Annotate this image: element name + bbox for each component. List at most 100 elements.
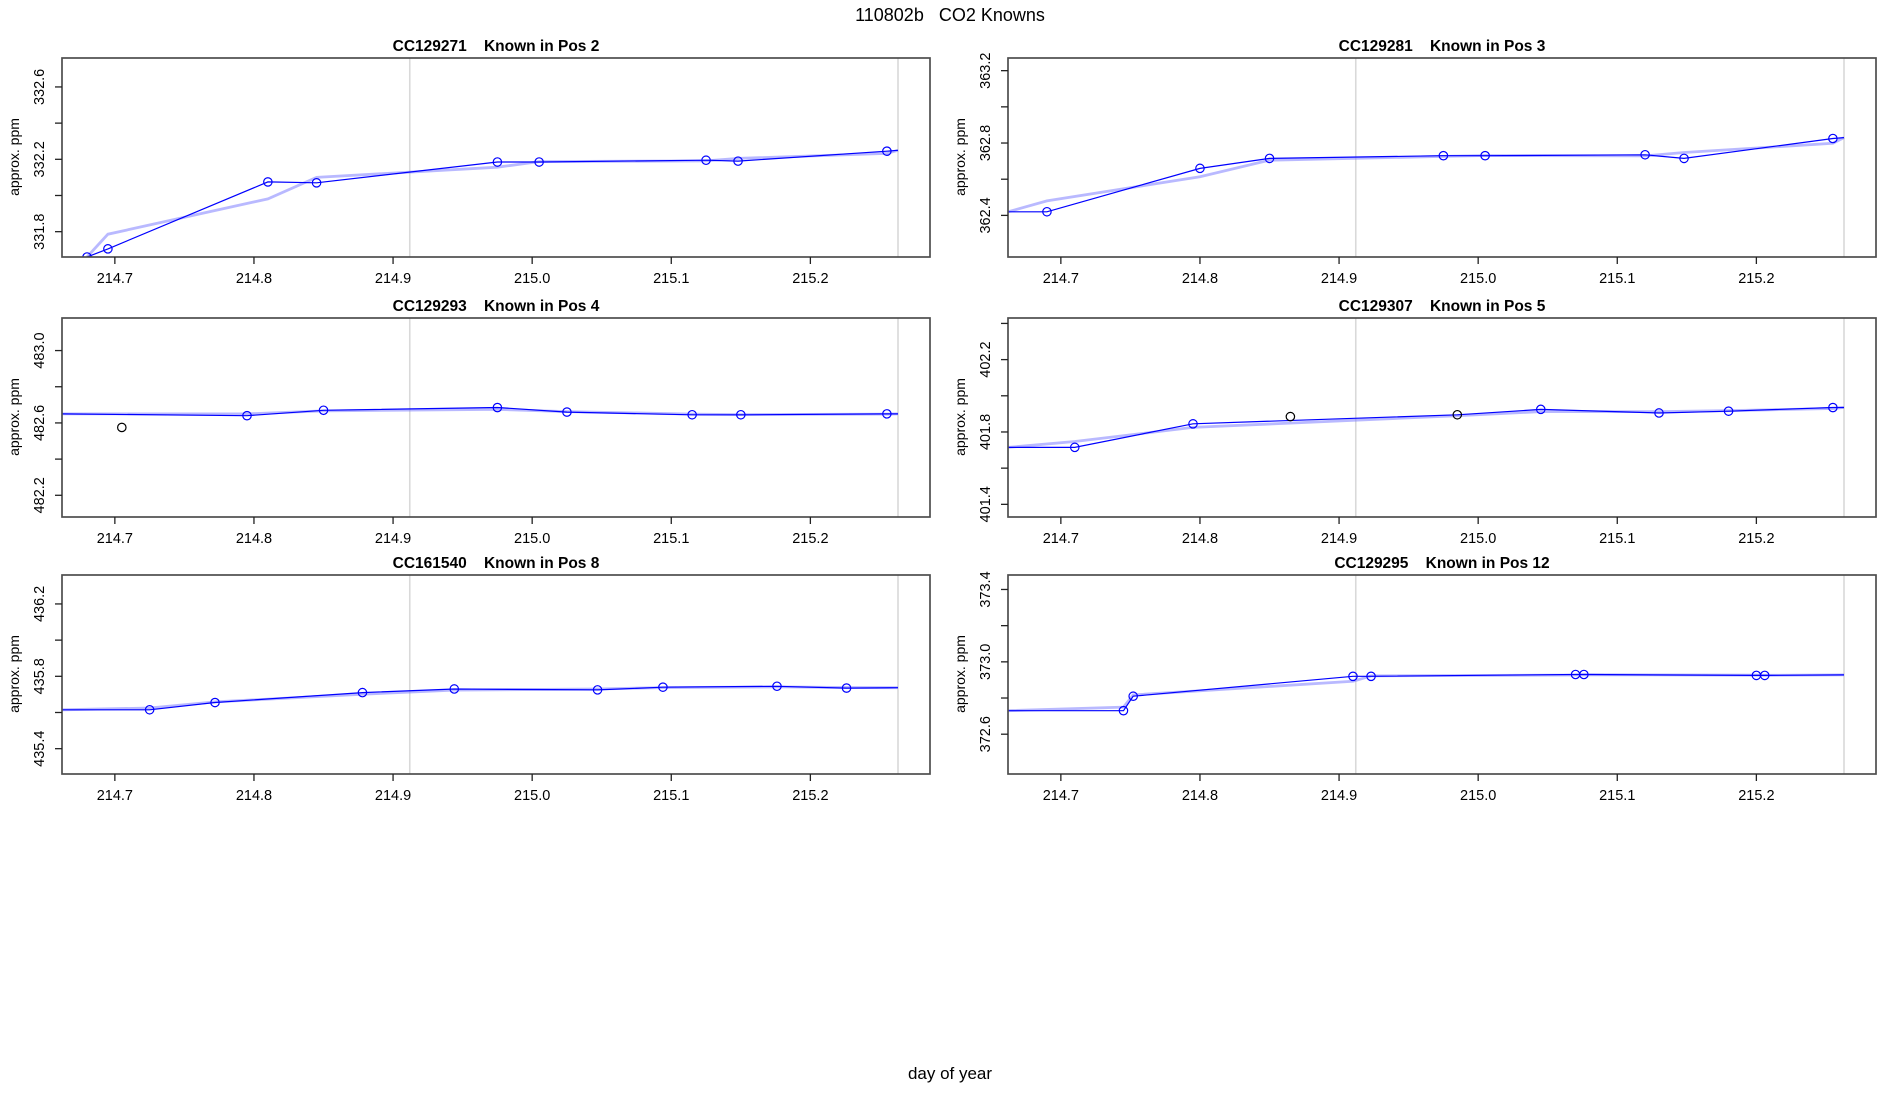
svg-text:214.7: 214.7 <box>97 788 133 804</box>
data-point <box>1042 206 1052 217</box>
x-axis-ticks: 214.7 214.8 214.9 215.0 215.1 215.2 <box>97 517 829 547</box>
gridlines <box>408 575 899 774</box>
gridlines <box>408 58 899 257</box>
data-line <box>62 685 899 711</box>
plot-area-cc129281: 214.7 214.8 214.9 215.0 215.1 215.2 362.4 362.8… <box>978 53 1877 287</box>
svg-text:332.2: 332.2 <box>32 141 48 177</box>
data-point <box>1654 408 1664 418</box>
data-point <box>449 684 460 694</box>
data-point <box>841 683 852 693</box>
svg-text:215.2: 215.2 <box>1738 788 1774 804</box>
panel-cc161540-pos8: CC161540 Known in Pos 8 approx. ppm 214.… <box>0 547 946 809</box>
y-axis-ticks: 401.4 401.8 402.2 <box>978 322 1008 522</box>
smooth-line <box>62 685 899 712</box>
data-layer <box>62 406 899 417</box>
data-point <box>357 687 368 698</box>
panel-title: CC129295 Known in Pos 12 <box>1334 555 1550 572</box>
gridlines <box>1354 575 1845 774</box>
svg-text:214.9: 214.9 <box>1321 531 1357 547</box>
data-point <box>1828 133 1838 144</box>
plot-area-cc129293: 214.7 214.8 214.9 215.0 215.1 215.2 482.2 482.6… <box>32 317 931 547</box>
data-line <box>62 406 898 417</box>
data-point <box>562 407 572 417</box>
svg-text:363.2: 363.2 <box>978 53 994 89</box>
svg-text:214.7: 214.7 <box>1043 788 1079 804</box>
plot-frame <box>61 574 931 775</box>
x-axis-ticks: 214.7 214.8 214.9 215.0 215.1 215.2 <box>1043 774 1775 804</box>
data-point <box>1264 153 1275 164</box>
data-point <box>687 409 697 420</box>
svg-text:215.2: 215.2 <box>792 531 828 547</box>
svg-text:214.8: 214.8 <box>1182 788 1218 804</box>
plot-area-cc129271: 214.7 214.8 214.9 215.0 215.1 215.2 331.8 332.2… <box>32 57 931 287</box>
svg-text:402.2: 402.2 <box>978 341 994 377</box>
data-point <box>658 682 668 692</box>
svg-text:214.7: 214.7 <box>97 271 133 287</box>
gridlines <box>408 318 899 517</box>
data-points <box>144 681 852 715</box>
svg-text:214.9: 214.9 <box>1321 788 1357 804</box>
svg-text:362.8: 362.8 <box>978 125 994 161</box>
data-point <box>263 177 273 187</box>
plot-area-cc161540: 214.7 214.8 214.9 215.0 215.1 215.2 435.4 435.8… <box>32 574 931 804</box>
svg-text:214.9: 214.9 <box>375 271 411 287</box>
data-point <box>1759 670 1770 681</box>
plot-area-cc129307: 214.7 214.8 214.9 215.0 215.1 215.2 401.4 401.8… <box>978 317 1877 547</box>
smooth-line <box>1008 406 1845 449</box>
svg-text:215.0: 215.0 <box>514 788 550 804</box>
smooth-line <box>1008 673 1845 713</box>
svg-text:332.6: 332.6 <box>32 69 48 105</box>
data-point <box>82 252 92 257</box>
data-point <box>733 156 743 166</box>
data-points <box>1042 133 1838 217</box>
panel-cc129281-pos3: CC129281 Known in Pos 3 approx. ppm 214.… <box>946 30 1892 292</box>
data-point <box>242 410 252 421</box>
panel-cc129295-pos12: CC129295 Known in Pos 12 approx. ppm 214… <box>946 547 1892 809</box>
data-layer <box>62 685 899 712</box>
data-line <box>1008 406 1844 448</box>
svg-text:215.0: 215.0 <box>1460 271 1496 287</box>
panel-title: CC129307 Known in Pos 5 <box>1338 298 1546 315</box>
svg-text:214.8: 214.8 <box>236 788 272 804</box>
data-point <box>1679 153 1689 164</box>
data-point <box>1195 163 1205 174</box>
svg-text:482.2: 482.2 <box>32 477 48 513</box>
panel-title: CC129293 Known in Pos 4 <box>392 298 600 315</box>
x-axis-ticks: 214.7 214.8 214.9 215.0 215.1 215.2 <box>97 774 829 804</box>
data-point <box>1579 669 1589 680</box>
data-point <box>592 685 603 695</box>
svg-text:373.0: 373.0 <box>978 644 994 680</box>
data-point <box>1188 419 1198 429</box>
data-line <box>1008 137 1845 213</box>
data-point <box>210 697 220 708</box>
data-point <box>736 409 746 420</box>
y-axis-ticks: 435.4 435.8 436.2 <box>32 586 62 767</box>
smooth-line <box>1008 136 1845 214</box>
plot-frame <box>1007 317 1877 518</box>
gridlines <box>1354 318 1845 517</box>
panel-title: CC129281 Known in Pos 3 <box>1338 38 1546 55</box>
svg-text:373.4: 373.4 <box>978 571 994 607</box>
svg-text:214.7: 214.7 <box>1043 271 1079 287</box>
svg-text:215.1: 215.1 <box>1599 531 1635 547</box>
svg-text:215.2: 215.2 <box>1738 531 1774 547</box>
data-point <box>1366 671 1376 682</box>
outlier-point <box>1285 411 1296 422</box>
data-point <box>1480 150 1490 161</box>
svg-text:214.7: 214.7 <box>97 531 133 547</box>
data-point <box>882 146 892 156</box>
svg-text:214.9: 214.9 <box>1321 271 1357 287</box>
data-point <box>1348 671 1358 682</box>
svg-text:372.6: 372.6 <box>978 716 994 752</box>
data-points <box>1118 669 1770 716</box>
y-axis-ticks: 482.2 482.6 483.0 <box>32 332 62 513</box>
y-axis-ticks: 362.4 362.8 363.2 <box>978 53 1008 234</box>
data-point <box>1438 150 1449 161</box>
data-point <box>311 178 322 188</box>
svg-text:215.2: 215.2 <box>1738 271 1774 287</box>
outlier-point <box>117 422 127 433</box>
plot-frame <box>61 317 931 518</box>
svg-text:215.0: 215.0 <box>514 271 550 287</box>
svg-text:215.0: 215.0 <box>1460 531 1496 547</box>
